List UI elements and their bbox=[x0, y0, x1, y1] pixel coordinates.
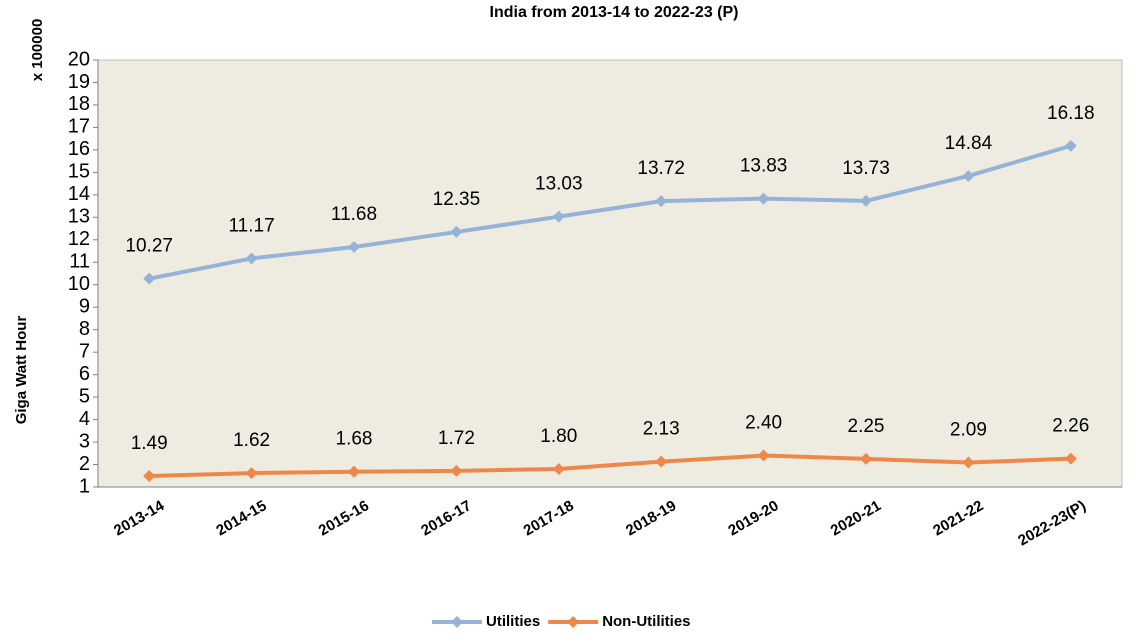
point-marker bbox=[245, 467, 258, 480]
data-label: 1.68 bbox=[336, 429, 373, 450]
y-tick-label: 2 bbox=[79, 453, 90, 475]
data-label: 1.80 bbox=[540, 426, 577, 447]
data-label: 14.84 bbox=[945, 133, 993, 154]
data-label: 13.73 bbox=[842, 158, 890, 179]
y-tick-label: 13 bbox=[68, 206, 90, 228]
series-line bbox=[148, 143, 1072, 281]
y-axis-label: Giga Watt Hour bbox=[13, 316, 30, 425]
plot-area bbox=[97, 59, 1123, 488]
y-tick-label: 18 bbox=[68, 93, 90, 115]
y-tick-label: 8 bbox=[79, 318, 90, 340]
point-marker bbox=[655, 455, 668, 468]
point-marker bbox=[143, 272, 156, 285]
y-unit-note: x 100000 bbox=[29, 19, 46, 82]
point-marker bbox=[860, 194, 872, 207]
x-tick-label: 2013-14 bbox=[111, 497, 168, 540]
x-tick-label: 2016-17 bbox=[418, 497, 474, 539]
data-label: 2.13 bbox=[643, 419, 680, 440]
data-label: 2.25 bbox=[848, 416, 885, 437]
x-tick-label: 2020-21 bbox=[828, 497, 884, 539]
point-marker bbox=[860, 452, 872, 465]
y-tick-label: 7 bbox=[79, 340, 90, 362]
y-tick-label: 10 bbox=[68, 273, 90, 295]
point-marker bbox=[757, 449, 770, 462]
y-tick-label: 6 bbox=[79, 363, 90, 385]
legend-marker bbox=[567, 616, 580, 628]
data-label: 12.35 bbox=[433, 189, 481, 210]
data-label: 1.62 bbox=[233, 430, 270, 451]
y-tick-label: 20 bbox=[68, 48, 90, 70]
y-tick-label: 5 bbox=[79, 385, 90, 407]
data-label: 13.83 bbox=[740, 156, 788, 177]
data-label: 11.17 bbox=[229, 215, 275, 236]
x-tick-label: 2018-19 bbox=[623, 497, 679, 539]
point-marker bbox=[450, 225, 463, 238]
series-line bbox=[149, 453, 1071, 478]
data-label: 2.40 bbox=[745, 413, 782, 434]
point-marker bbox=[1064, 139, 1077, 152]
y-tick-label: 15 bbox=[68, 161, 90, 183]
point-marker bbox=[757, 192, 770, 205]
y-tick-label: 14 bbox=[68, 183, 90, 205]
x-tick-label: 2022-23(P) bbox=[1015, 497, 1088, 549]
data-label: 1.49 bbox=[131, 433, 168, 454]
point-marker bbox=[348, 240, 360, 253]
y-tick-label: 9 bbox=[79, 295, 90, 317]
y-tick-label: 4 bbox=[79, 408, 90, 430]
data-label: 1.72 bbox=[438, 428, 475, 449]
x-tick-label: 2017-18 bbox=[521, 497, 577, 539]
y-tick-label: 11 bbox=[69, 251, 90, 273]
data-label: 13.72 bbox=[637, 158, 685, 179]
point-marker bbox=[962, 169, 975, 182]
data-label: 11.68 bbox=[331, 204, 377, 225]
y-tick-label: 1 bbox=[79, 475, 90, 497]
y-tick-label: 12 bbox=[68, 228, 90, 250]
y-tick-label: 17 bbox=[68, 116, 90, 138]
data-label: 2.26 bbox=[1052, 416, 1089, 437]
point-marker bbox=[552, 463, 565, 476]
legend-marker bbox=[451, 616, 463, 628]
point-marker bbox=[655, 195, 668, 208]
x-tick-label: 2021-22 bbox=[930, 497, 986, 539]
x-tick-label: 2014-15 bbox=[213, 497, 269, 539]
data-label: 2.09 bbox=[950, 420, 987, 441]
point-marker bbox=[450, 464, 463, 477]
point-marker bbox=[552, 210, 565, 223]
data-label: 10.27 bbox=[125, 236, 173, 257]
point-marker bbox=[962, 456, 975, 469]
point-marker bbox=[143, 469, 156, 482]
x-tick-label: 2015-16 bbox=[316, 497, 372, 539]
legend-label: Utilities bbox=[486, 613, 540, 630]
x-tick-label: 2019-20 bbox=[725, 497, 781, 539]
legend-label: Non-Utilities bbox=[602, 613, 690, 630]
point-marker bbox=[245, 252, 258, 265]
point-marker bbox=[1064, 452, 1077, 465]
y-tick-label: 16 bbox=[68, 138, 90, 160]
chart-title: India from 2013-14 to 2022-23 (P) bbox=[490, 4, 739, 21]
point-marker bbox=[348, 465, 360, 478]
data-label: 16.18 bbox=[1047, 103, 1095, 124]
y-tick-label: 3 bbox=[79, 430, 90, 452]
data-label: 13.03 bbox=[535, 174, 583, 195]
y-tick-label: 19 bbox=[68, 71, 90, 93]
